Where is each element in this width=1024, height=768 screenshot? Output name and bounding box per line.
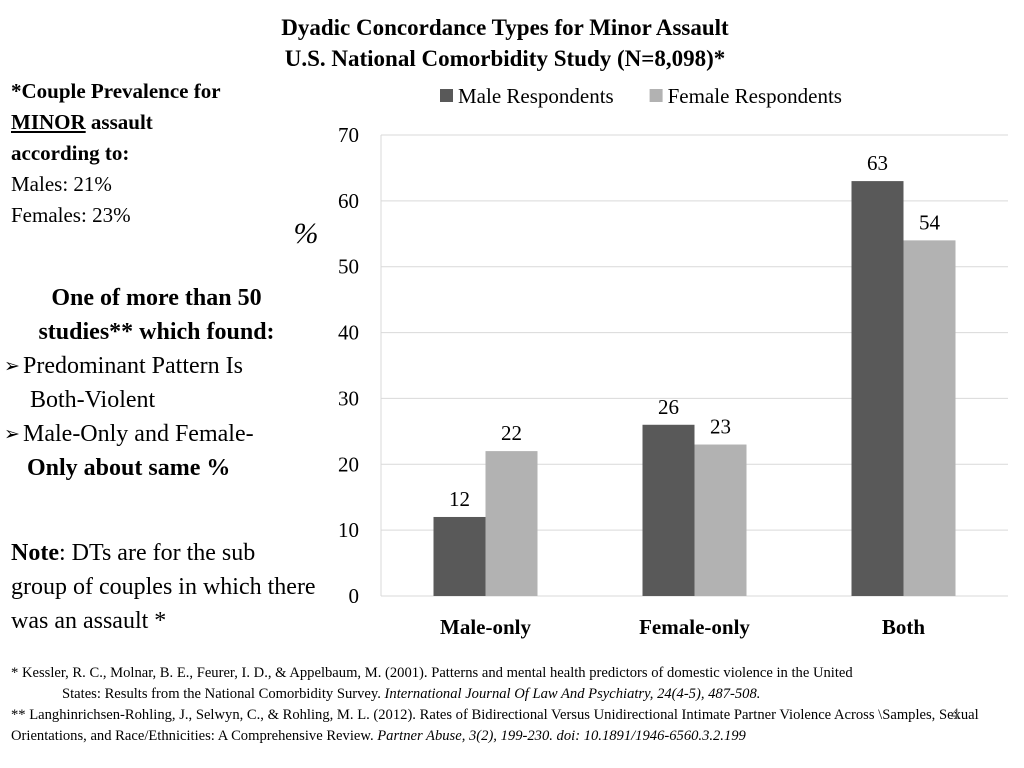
data-label: 54: [919, 210, 941, 234]
reference-2-text: ** Langhinrichsen-Rohling, J., Selwyn, C…: [11, 707, 979, 744]
legend-swatch: [649, 89, 663, 102]
prevalence-heading-line2: MINOR assault: [11, 107, 311, 138]
legend-label: Male Respondents: [458, 84, 614, 108]
y-tick-label: 60: [338, 189, 359, 213]
reference-1-cont-text: States: Results from the National Comorb…: [62, 686, 385, 702]
x-tick-label: Male-only: [440, 615, 531, 639]
slide-title: Dyadic Concordance Types for Minor Assau…: [0, 12, 1010, 74]
assault-text: assault: [85, 110, 153, 134]
studies-heading-line2: studies** which found:: [38, 319, 275, 345]
reference-1: * Kessler, R. C., Molnar, B. E., Feurer,…: [11, 663, 1011, 684]
bar: [903, 240, 956, 596]
x-tick-label: Female-only: [639, 615, 750, 639]
data-label: 12: [449, 487, 470, 511]
bar: [485, 451, 538, 596]
y-tick-label: 10: [338, 518, 359, 542]
reference-2: ** Langhinrichsen-Rohling, J., Selwyn, C…: [11, 705, 1011, 747]
minor-emphasis: MINOR: [11, 110, 86, 134]
y-tick-label: 50: [338, 255, 359, 279]
data-label: 26: [658, 395, 679, 419]
bar: [694, 444, 747, 596]
arrow-bullet-icon: ➢: [4, 423, 20, 445]
title-line-1: Dyadic Concordance Types for Minor Assau…: [281, 15, 729, 40]
studies-block: One of more than 50 studies** which foun…: [4, 281, 309, 485]
bar: [433, 516, 486, 596]
y-axis-label: %: [294, 217, 319, 250]
bullet-1-text: Predominant Pattern Is: [23, 353, 243, 379]
y-tick-label: 40: [338, 321, 359, 345]
references: * Kessler, R. C., Molnar, B. E., Feurer,…: [11, 663, 1011, 747]
title-line-2: U.S. National Comorbidity Study (N=8,098…: [284, 46, 726, 71]
data-label: 63: [867, 151, 888, 175]
reference-1-continuation: States: Results from the National Comorb…: [11, 684, 1011, 705]
bullet-item-1: ➢ Predominant Pattern Is: [4, 349, 309, 383]
reference-1-journal: International Journal Of Law And Psychia…: [384, 686, 761, 702]
y-tick-label: 70: [338, 123, 359, 147]
y-tick-label: 0: [349, 584, 360, 608]
data-label: 22: [501, 421, 522, 445]
note-block: Note: DTs are for the sub group of coupl…: [11, 536, 316, 638]
note-label: Note: [11, 540, 59, 566]
reference-2-journal: Partner Abuse, 3(2), 199-230. doi: 10.18…: [377, 728, 746, 744]
slide-number: 4: [951, 706, 959, 723]
y-tick-label: 30: [338, 386, 359, 410]
prevalence-heading: *Couple Prevalence for: [11, 79, 221, 103]
arrow-bullet-icon: ➢: [4, 355, 20, 377]
prevalence-block: *Couple Prevalence for MINOR assault acc…: [11, 76, 311, 231]
y-tick-label: 20: [338, 452, 359, 476]
note-text: : DTs are for the sub group of couples i…: [11, 540, 316, 634]
females-prevalence: Females: 23%: [11, 203, 131, 227]
reference-1-text: * Kessler, R. C., Molnar, B. E., Feurer,…: [11, 665, 853, 681]
bullet-1-continuation: Both-Violent: [30, 387, 156, 413]
x-tick-label: Both: [882, 615, 926, 639]
data-label: 23: [710, 415, 731, 439]
bullet-2-continuation: Only about same %: [27, 455, 231, 481]
legend-label: Female Respondents: [668, 84, 842, 108]
bar-chart: 0 10 20 30 40 50 60 70% 12 22 Male-only 26 23 Female-…: [294, 84, 1008, 639]
legend-swatch: [440, 89, 453, 102]
bullet-item-2: ➢ Male-Only and Female-: [4, 417, 309, 451]
bar: [642, 424, 695, 596]
bullet-2-text: Male-Only and Female-: [23, 421, 254, 447]
bar: [851, 181, 904, 596]
males-prevalence: Males: 21%: [11, 172, 112, 196]
studies-heading-line1: One of more than 50: [51, 285, 262, 311]
prevalence-heading-line3: according to:: [11, 141, 130, 165]
